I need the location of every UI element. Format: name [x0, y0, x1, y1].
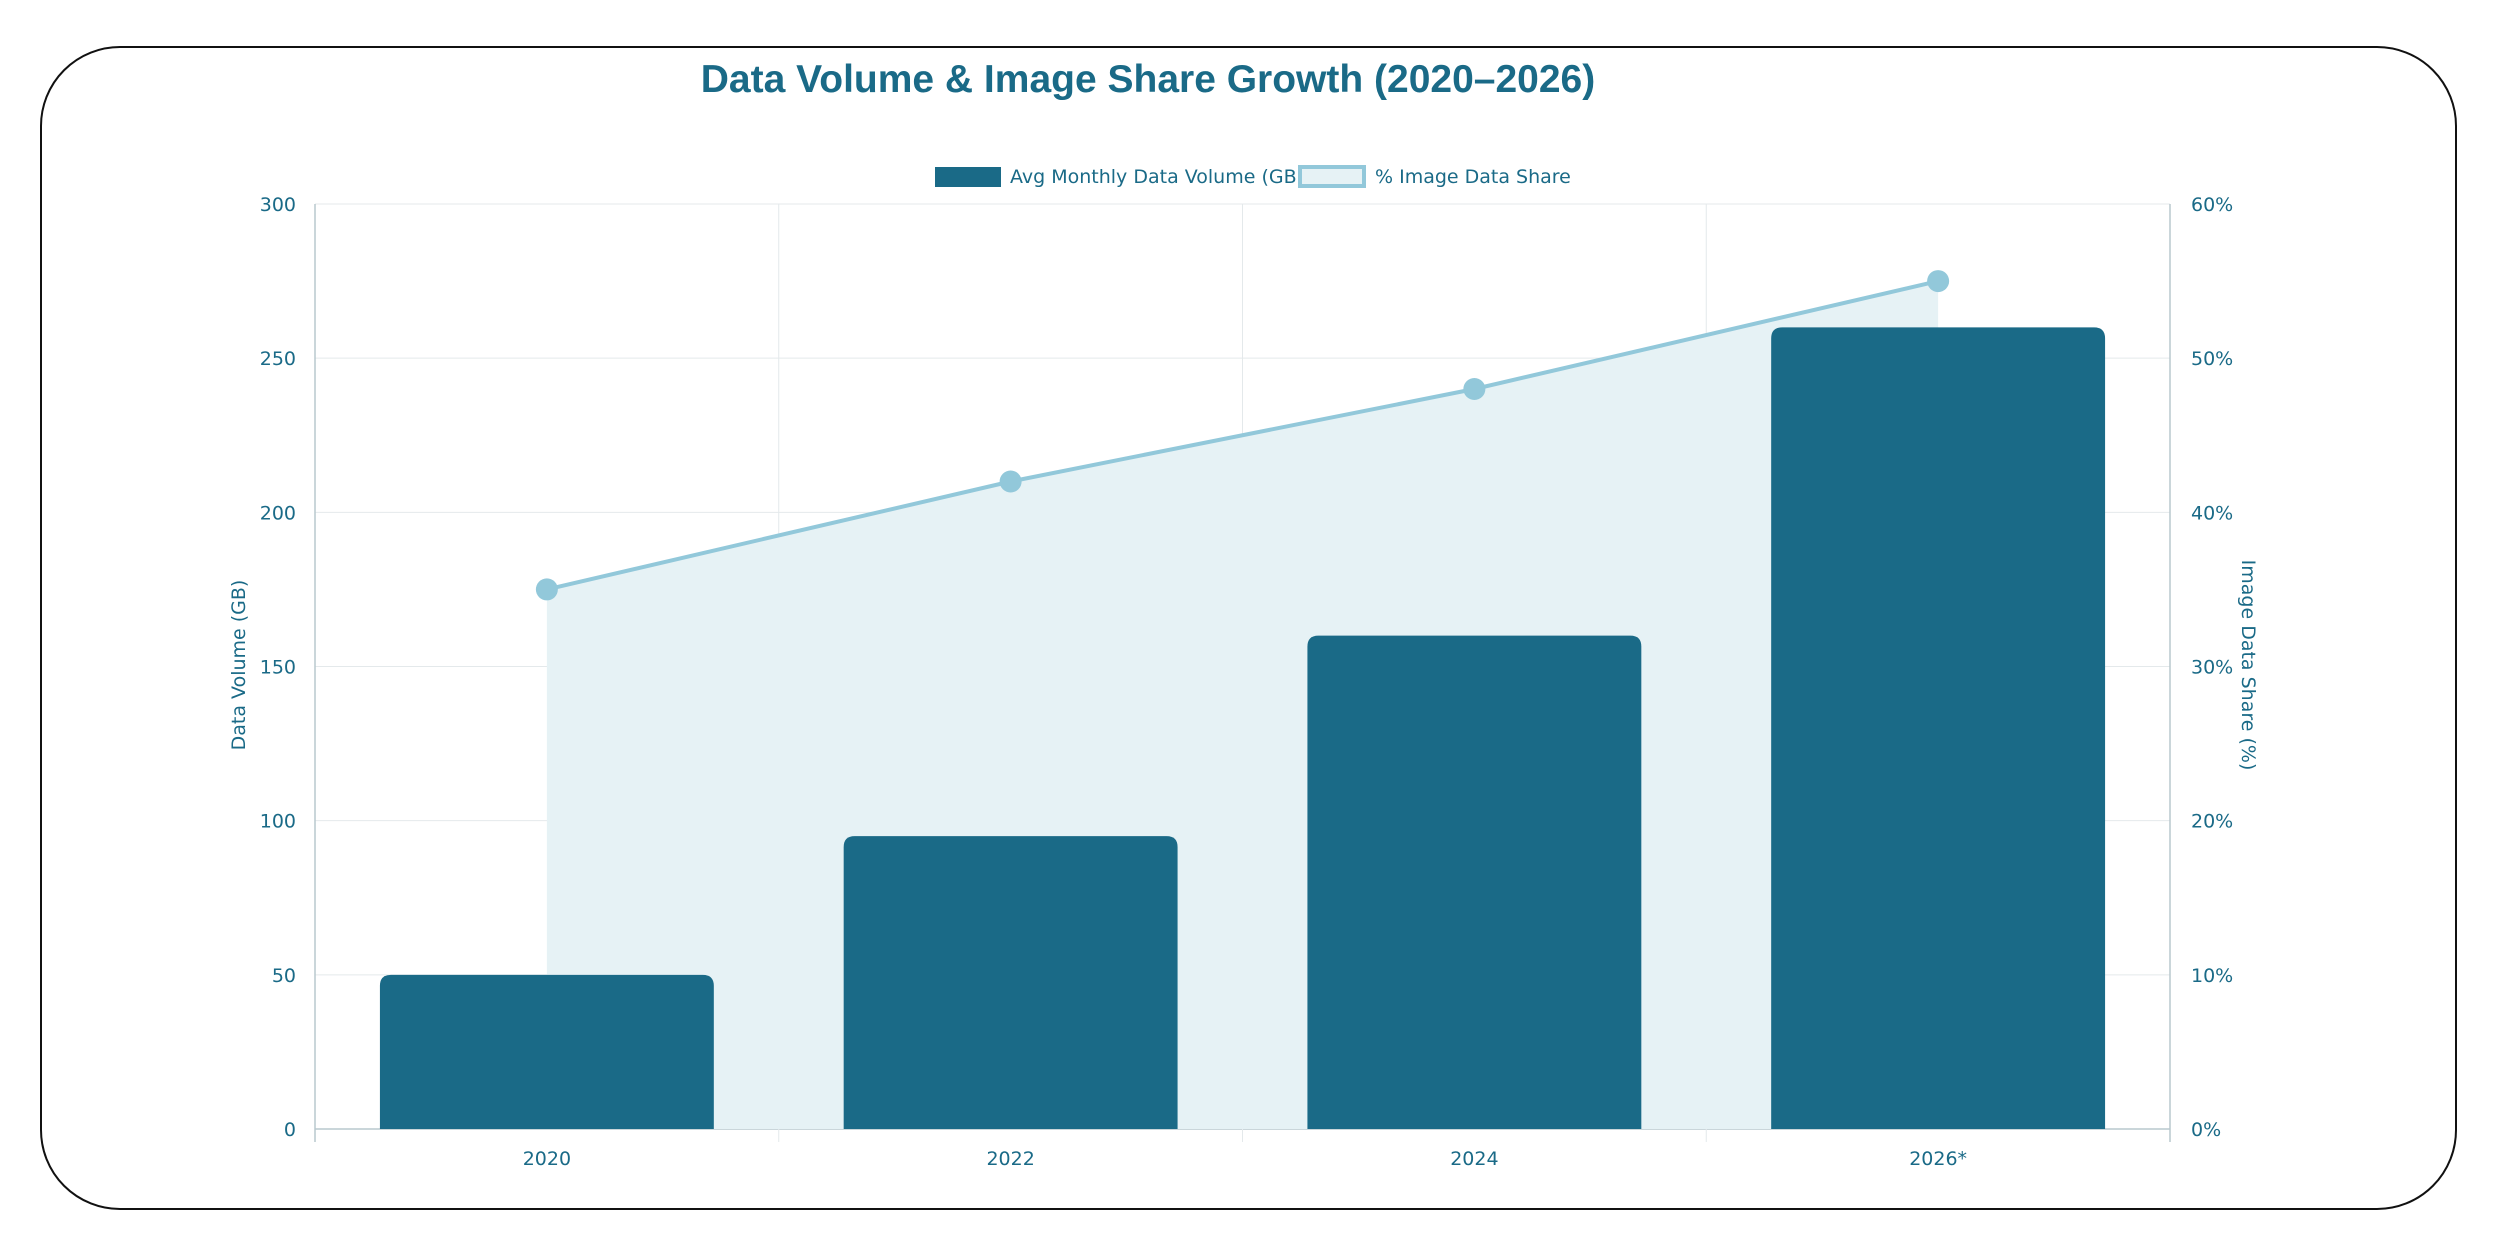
y-tick-right: 60% — [2191, 194, 2233, 216]
y-axis-left-title: Data Volume (GB) — [228, 580, 250, 751]
legend-bar-swatch[interactable] — [935, 167, 1001, 187]
legend-area-label[interactable]: % Image Data Share — [1375, 166, 1571, 188]
y-tick-left: 250 — [260, 348, 296, 370]
x-tick: 2022 — [986, 1148, 1034, 1170]
y-tick-left: 300 — [260, 194, 296, 216]
x-tick: 2020 — [523, 1148, 571, 1170]
y-tick-left: 0 — [284, 1119, 296, 1141]
x-tick: 2024 — [1450, 1148, 1498, 1170]
y-tick-left: 100 — [260, 811, 296, 833]
image-share-point-2020 — [535, 578, 558, 601]
y-tick-right: 0% — [2191, 1119, 2221, 1141]
image-share-point-2026* — [1927, 270, 1950, 293]
line-layer — [535, 270, 1950, 601]
y-tick-right: 50% — [2191, 348, 2233, 370]
y-tick-right: 20% — [2191, 811, 2233, 833]
y-tick-left: 50 — [272, 965, 296, 987]
x-tick: 2026* — [1909, 1148, 1967, 1170]
legend-bar-label[interactable]: Avg Monthly Data Volume (GB) — [1010, 166, 1304, 188]
y-tick-right: 40% — [2191, 502, 2233, 524]
y-axis-left-ticks: 0 50 100 150 200 250 300 — [260, 194, 296, 1141]
legend-area-swatch[interactable] — [1298, 165, 1366, 188]
bar-layer — [379, 327, 2106, 1129]
image-share-point-2022 — [999, 470, 1022, 493]
bar-2022 — [843, 836, 1178, 1129]
x-axis-ticks: 2020 2022 2024 2026* — [523, 1148, 1967, 1170]
bar-2020 — [379, 974, 714, 1129]
image-share-line — [546, 279, 1939, 592]
legend: Avg Monthly Data Volume (GB) % Image Dat… — [935, 165, 1571, 188]
chart-title: Data Volume & Image Share Growth (2020–2… — [701, 58, 1595, 101]
y-tick-right: 30% — [2191, 657, 2233, 679]
bar-2024 — [1307, 635, 1642, 1129]
y-tick-left: 150 — [260, 657, 296, 679]
bar-2026* — [1771, 327, 2106, 1129]
y-axis-right-ticks: 0% 10% 20% 30% 40% 50% 60% — [2191, 194, 2233, 1141]
y-axis-right-title: Image Data Share (%) — [2237, 560, 2259, 771]
y-tick-left: 200 — [260, 502, 296, 524]
image-share-point-2024 — [1463, 378, 1486, 400]
y-tick-right: 10% — [2191, 965, 2233, 987]
